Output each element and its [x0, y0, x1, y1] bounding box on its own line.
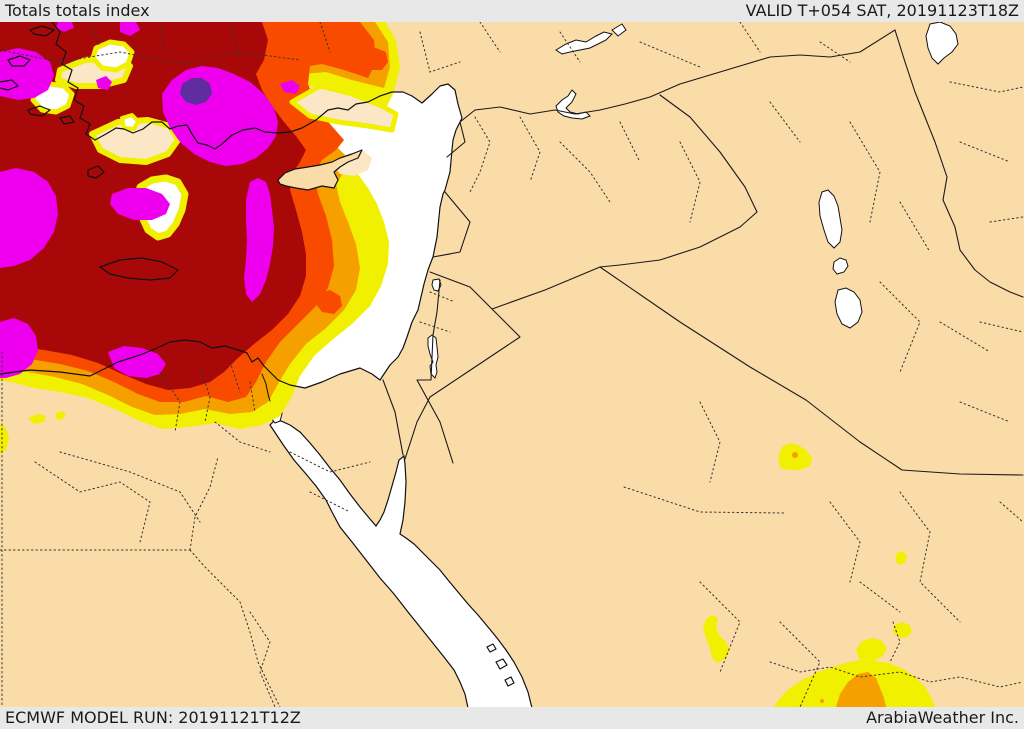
admin-saudi-1 — [623, 401, 861, 583]
aegean-island-2 — [0, 79, 19, 91]
country-borders — [382, 29, 1024, 476]
admin-sinai — [289, 451, 371, 513]
cyprus-island — [277, 149, 363, 191]
contour-cream-east-cyprus — [330, 150, 372, 176]
contour-magenta-streak-east — [244, 178, 274, 302]
admin-saudi-2 — [699, 491, 1024, 707]
chart-title: Totals totals index — [5, 1, 150, 20]
border-turkey-syria — [446, 29, 896, 158]
contour-redorange-ne-2 — [364, 48, 388, 70]
red-sea-island-2 — [495, 658, 508, 670]
contour-magenta-top-2 — [56, 22, 74, 32]
contour-magenta-top-1 — [120, 22, 140, 36]
rhodes-island — [87, 165, 105, 179]
contour-purple-core — [180, 78, 212, 105]
coastlines — [0, 22, 515, 687]
admin-egypt-nile — [189, 456, 281, 707]
admin-egypt-delta — [59, 361, 271, 523]
border-israel-egypt — [382, 379, 404, 456]
contour-magenta-small-2 — [280, 80, 300, 94]
lake-van-small — [611, 23, 627, 37]
crete-island — [99, 257, 179, 281]
red-sea-island-1 — [486, 643, 497, 653]
map-area — [0, 22, 1024, 707]
border-iran — [894, 29, 1024, 298]
border-jordan-saudi — [404, 266, 601, 460]
mediterranean-coastline — [0, 83, 463, 389]
weather-map — [0, 22, 1024, 707]
contour-magenta-small-1 — [96, 76, 112, 90]
aegean-island-1 — [7, 55, 31, 67]
red-sea-island-3 — [504, 676, 515, 687]
company-label: ArabiaWeather Inc. — [866, 708, 1019, 727]
border-jordan-syria — [429, 271, 493, 310]
admin-iran — [949, 81, 1024, 333]
footer-bar: ECMWF MODEL RUN: 20191121T12Z ArabiaWeat… — [0, 707, 1024, 729]
turkey-west-coast — [51, 22, 96, 141]
lake-razzaza — [834, 287, 863, 329]
contour-redorange-ne-1 — [289, 34, 310, 64]
admin-egypt-redsea — [34, 461, 276, 707]
contour-orange-saudi-se-dot — [820, 699, 824, 703]
admin-syria-2 — [619, 121, 701, 223]
contour-yellow-saudi-se — [774, 638, 935, 707]
lake-keban — [555, 31, 613, 55]
admin-syria-1 — [469, 116, 611, 203]
contour-magenta-coast-tongue — [108, 346, 166, 378]
contour-yellow-egypt-2 — [55, 411, 66, 420]
aegean-island-4 — [59, 115, 75, 125]
border-syria-iraq — [599, 94, 758, 268]
contour-orange-saudi-dot — [792, 452, 798, 458]
contour-white-hole-2 — [90, 39, 135, 73]
border-israel-jordan — [416, 279, 454, 464]
red-sea — [269, 420, 533, 707]
admin-turkey-3 — [419, 22, 851, 73]
contour-yellow-egypt-1 — [28, 414, 46, 424]
lake-urmia — [925, 22, 959, 65]
border-iraq-saudi — [599, 266, 1024, 476]
model-run-label: ECMWF MODEL RUN: 20191121T12Z — [5, 708, 301, 727]
valid-time-label: VALID T+054 SAT, 20191123T18Z — [745, 1, 1019, 20]
contour-yellow-saudi-2 — [895, 551, 907, 565]
contour-yellow-saudi-3 — [703, 615, 730, 663]
marmara-coast — [29, 25, 55, 37]
aegean-island-3 — [27, 105, 51, 117]
lake-habbaniyah — [832, 257, 849, 275]
admin-iraq — [769, 101, 1011, 423]
suez-canal — [261, 373, 271, 402]
contour-cream-gaziantep-band — [289, 83, 399, 133]
contour-magenta-west-2 — [0, 168, 58, 268]
header-bar: Totals totals index VALID T+054 SAT, 201… — [0, 0, 1024, 22]
admin-turkey-1 — [0, 49, 301, 65]
admin-boundaries — [0, 22, 1024, 707]
admin-saudi-3 — [769, 621, 1024, 688]
contour-magenta-west-3 — [0, 318, 38, 378]
contour-white-hole-4 — [120, 113, 140, 131]
contour-magenta-west-1 — [0, 48, 54, 100]
tt-contours — [0, 22, 935, 707]
admin-jordan — [419, 291, 456, 333]
contour-yellow-saudi-4 — [893, 622, 912, 638]
border-lebanon — [432, 191, 471, 258]
contour-orange-saudi-se — [836, 672, 886, 707]
dead-sea — [427, 334, 439, 379]
contour-magenta-mid — [110, 188, 170, 220]
contour-redorange-secyprus — [316, 290, 342, 314]
lake-tharthar — [818, 189, 843, 249]
admin-turkey-2 — [89, 22, 331, 58]
